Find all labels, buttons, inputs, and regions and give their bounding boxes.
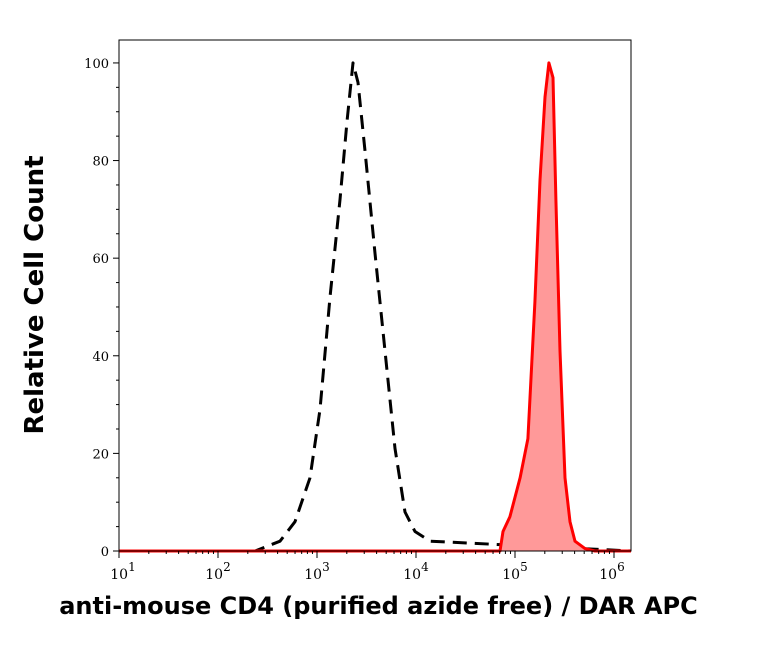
x-axis-label: anti-mouse CD4 (purified azide free) / D… — [59, 592, 698, 620]
x-tick-label: 103 — [304, 560, 329, 583]
x-tick-label: 106 — [599, 560, 624, 583]
plot-frame — [118, 39, 632, 552]
x-tick-label: 105 — [502, 560, 527, 583]
x-tick-label: 104 — [403, 560, 429, 583]
y-tick-label: 0 — [101, 545, 109, 560]
series-line-0 — [119, 61, 632, 553]
y-tick-label: 80 — [92, 155, 109, 170]
y-tick-label: 100 — [84, 57, 109, 72]
y-tick-label: 20 — [92, 447, 109, 462]
series-line-1 — [119, 61, 631, 553]
y-tick-label: 40 — [92, 350, 109, 365]
y-tick-label: 60 — [92, 252, 109, 267]
y-axis-label: Relative Cell Count — [20, 155, 50, 435]
x-tick-label: 101 — [110, 560, 135, 583]
x-tick-label: 102 — [205, 560, 230, 583]
